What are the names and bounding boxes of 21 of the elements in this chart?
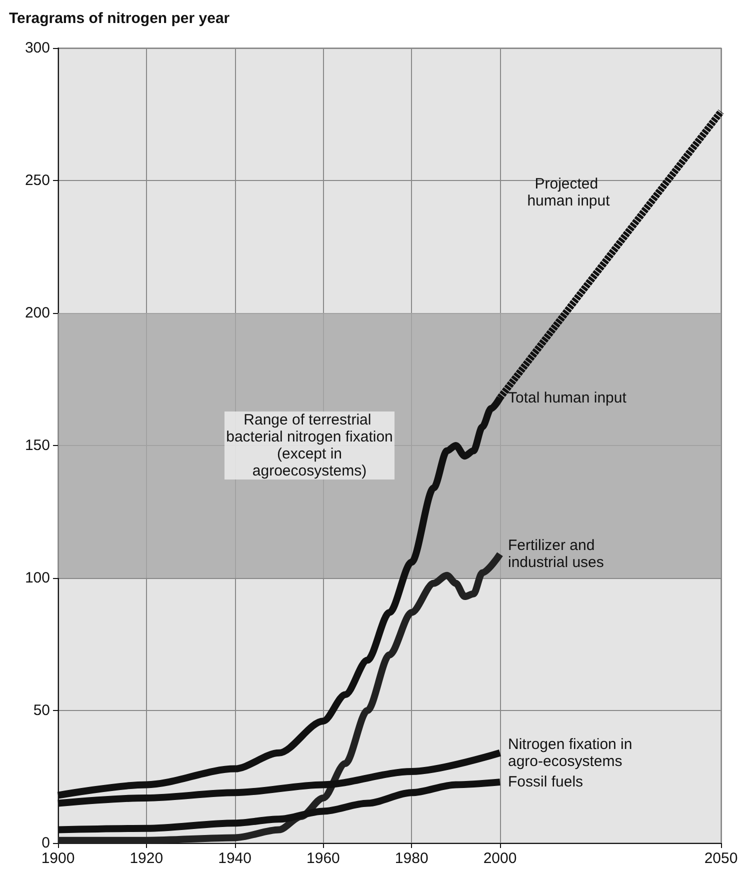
y-tick-label: 0 [42, 834, 50, 852]
series-label: Nitrogen fixation in agro-ecosystems [508, 736, 636, 770]
y-tick-label: 250 [24, 172, 50, 189]
x-tick-label: 1980 [394, 850, 428, 867]
series-label: Fossil fuels [508, 774, 584, 791]
x-tick-label: 1900 [41, 850, 75, 867]
series-label: Total human input [508, 389, 628, 406]
y-tick-label: 100 [24, 570, 50, 586]
y-tick-label: 300 [24, 40, 50, 56]
y-tick-label: 200 [24, 304, 50, 322]
y-tick-label: 150 [24, 437, 50, 454]
y-axis-title: Teragrams of nitrogen per year [9, 10, 230, 27]
band-label: Range of terrestrial bacterial nitrogen fixation (except in agroecosystems) [226, 412, 393, 480]
series-label: Projected human input [527, 176, 611, 210]
x-tick-label: 1920 [130, 850, 164, 867]
series-label: Fertilizer and industrial uses [508, 537, 604, 572]
x-tick-label: 1960 [306, 850, 340, 867]
x-tick-label: 1940 [218, 850, 252, 867]
x-tick-label: 2000 [483, 850, 517, 867]
y-tick-label: 50 [33, 702, 50, 719]
x-tick-label: 2050 [704, 850, 738, 867]
